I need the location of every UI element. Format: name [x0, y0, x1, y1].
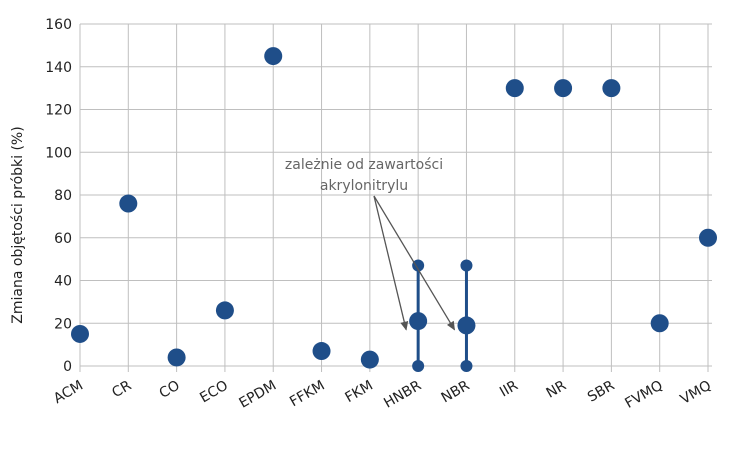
x-tick-label: SBR [585, 377, 618, 405]
range-min-point [412, 360, 425, 372]
y-tick-label: 160 [45, 17, 72, 33]
annotation-line-2: akrylonitrylu [320, 178, 408, 194]
x-tick-label: HNBR [381, 377, 424, 411]
data-point [71, 324, 89, 343]
data-point [505, 79, 524, 98]
x-tick-label: FVMQ [622, 378, 665, 412]
y-tick-label: 80 [54, 188, 72, 204]
y-tick-label: 60 [54, 231, 72, 247]
data-point [312, 342, 331, 361]
data-point [119, 194, 138, 213]
y-axis-ticks: 0 20 40 60 80 100 120 140 160 [45, 17, 72, 375]
data-point [554, 79, 573, 98]
data-point [215, 301, 234, 320]
x-tick-label: CR [109, 377, 134, 401]
x-tick-label: NBR [439, 377, 473, 406]
grid [79, 23, 712, 372]
x-tick-label: FKM [342, 378, 375, 407]
data-point [167, 348, 186, 367]
data-point [360, 350, 379, 369]
x-tick-label: CO [157, 378, 183, 402]
annotation-arrow [373, 195, 456, 331]
data-point [409, 312, 428, 331]
x-tick-label: ACM [51, 378, 86, 407]
y-tick-label: 100 [45, 145, 72, 161]
y-tick-label: 140 [45, 60, 72, 76]
x-tick-label: FFKM [287, 378, 327, 411]
x-tick-label: IIR [497, 377, 521, 400]
data-points [71, 47, 717, 369]
range-max-point [460, 259, 473, 272]
range-max-point [412, 259, 425, 272]
annotation: zależnie od zawartości akrylonitrylu [285, 157, 456, 331]
annotation-arrow [373, 195, 409, 331]
data-point [699, 228, 717, 247]
x-tick-label: VMQ [678, 378, 714, 408]
y-tick-label: 20 [54, 316, 72, 332]
y-tick-label: 0 [63, 359, 72, 375]
data-point [264, 47, 283, 66]
range-min-point [460, 360, 473, 372]
y-axis-title: Zmiana objętości próbki (%) [10, 126, 26, 323]
annotation-line-1: zależnie od zawartości [285, 157, 443, 173]
y-tick-label: 40 [54, 274, 72, 290]
x-tick-label: EPDM [236, 378, 279, 412]
x-tick-label: ECO [197, 378, 231, 407]
y-tick-label: 120 [45, 103, 72, 119]
data-point [650, 314, 669, 333]
x-axis-ticks: ACM CR CO ECO EPDM FFKM FKM HNBR NBR IIR NR SBR FVMQ… [51, 377, 714, 411]
x-tick-label: NR [544, 377, 570, 401]
data-point [602, 79, 621, 98]
data-point [457, 316, 476, 335]
